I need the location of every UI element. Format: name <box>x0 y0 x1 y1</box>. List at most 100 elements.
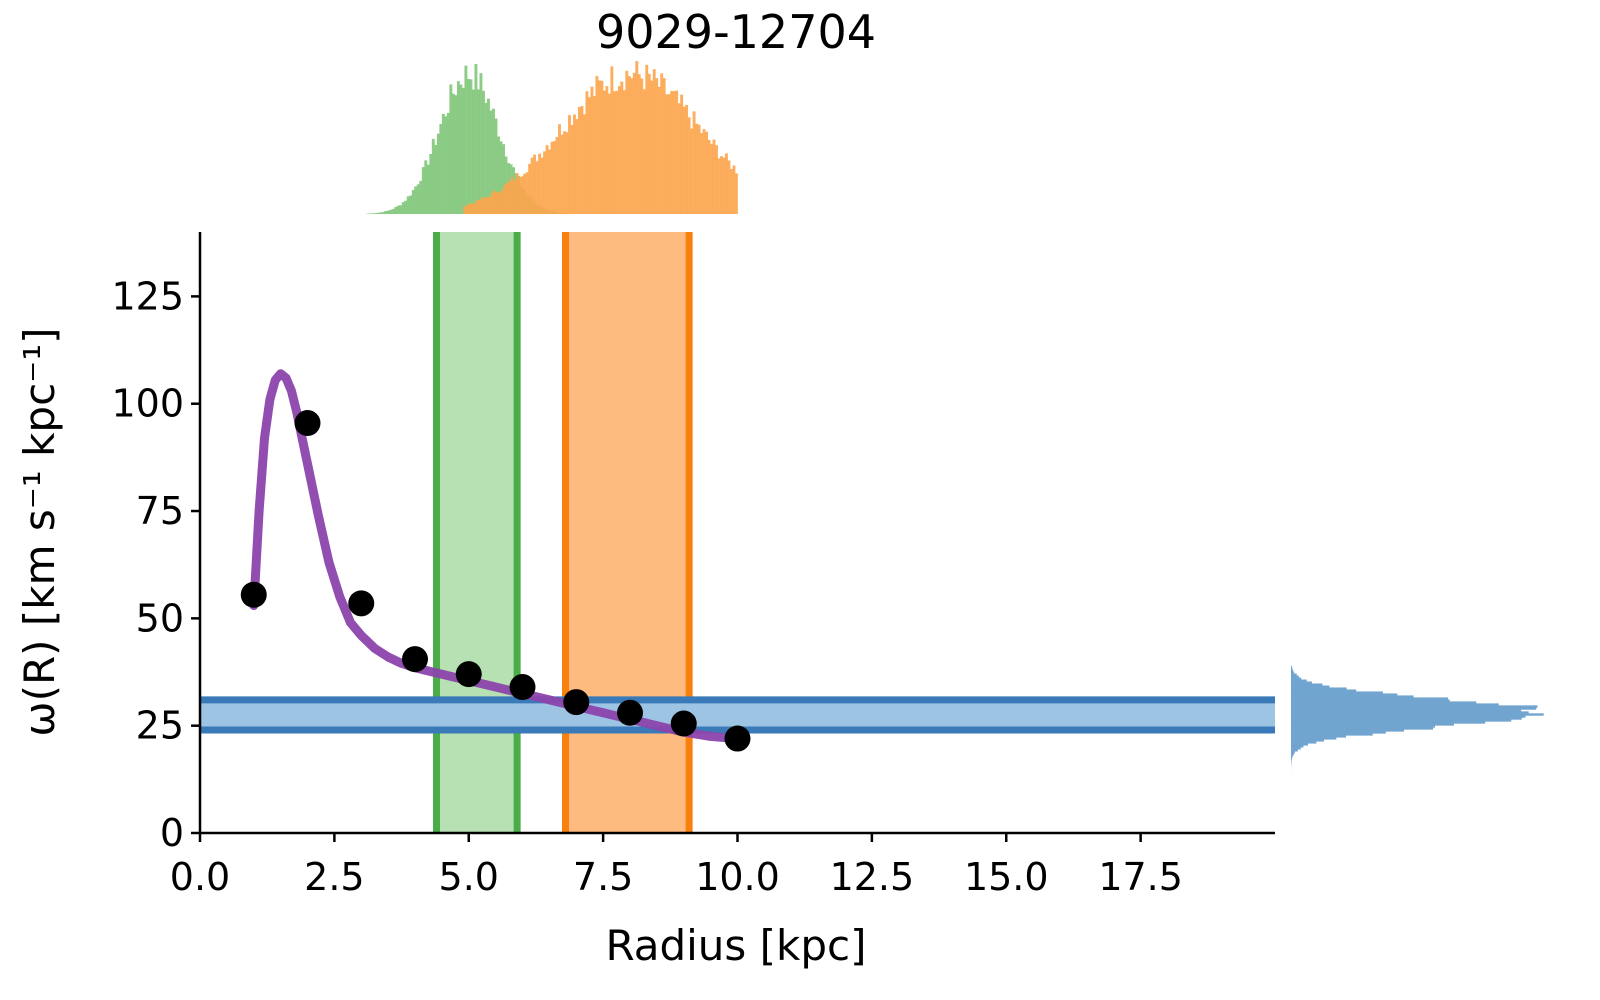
top-histogram-0-bar <box>466 79 470 214</box>
top-histogram-1-bar <box>530 157 534 214</box>
right-histogram-bar <box>1291 705 1538 708</box>
top-histogram-1-bar <box>637 74 641 214</box>
right-histogram-bar <box>1291 687 1347 690</box>
top-histogram-0-bar <box>379 212 383 214</box>
top-histogram-1-bar <box>672 91 676 214</box>
top-histogram-1-bar <box>523 173 527 214</box>
data-point <box>617 699 643 726</box>
top-histogram-0-bar <box>476 89 480 214</box>
top-histogram-1-bar <box>563 131 566 214</box>
right-histogram-bar <box>1291 711 1529 714</box>
top-histogram-0-bar <box>394 207 398 214</box>
top-histogram-0-bar <box>459 84 463 214</box>
top-histogram-1-bar <box>682 106 686 214</box>
top-histogram-1-bar <box>627 76 631 214</box>
right-histogram-bar <box>1291 755 1293 758</box>
y-tick-label: 0 <box>160 811 184 855</box>
x-tick-label: 17.5 <box>1098 855 1183 899</box>
right-histogram-bar <box>1291 759 1292 762</box>
top-histogram-1-bar <box>602 90 606 214</box>
top-histogram-1-bar <box>720 156 723 214</box>
top-histogram-0-bar <box>371 213 375 214</box>
top-histogram-1-bar <box>632 72 636 214</box>
top-histogram-1-bar <box>500 190 504 214</box>
right-histogram-bar <box>1291 737 1337 740</box>
top-histogram-1-bar <box>630 78 634 215</box>
x-tick-label: 7.5 <box>573 855 633 899</box>
x-tick-label: 15.0 <box>964 855 1049 899</box>
top-histogram-0-bar <box>482 90 485 214</box>
right-histogram-bar <box>1291 701 1477 704</box>
top-histogram-0-bar <box>396 205 400 214</box>
top-histogram-1-bar <box>568 115 571 214</box>
top-histogram-1-bar <box>525 172 529 214</box>
top-histogram-1-bar <box>727 160 731 214</box>
top-histogram-1-bar <box>582 114 586 214</box>
top-histogram-1-bar <box>587 97 591 214</box>
right-histogram-bar <box>1291 667 1293 670</box>
data-point <box>240 581 267 608</box>
top-histogram-1-bar <box>508 181 512 214</box>
top-histogram-1-bar <box>680 94 684 214</box>
top-histogram-1-bar <box>700 133 704 214</box>
top-histogram-1-bar <box>503 184 507 214</box>
band-2-fill <box>200 699 1275 730</box>
top-histogram-0-bar <box>384 211 388 214</box>
top-histogram-1-bar <box>652 69 656 214</box>
top-histogram-0-bar <box>492 108 495 214</box>
top-histogram-0-bar <box>451 93 455 214</box>
top-histogram-1-bar <box>560 134 564 214</box>
right-histogram-bar <box>1291 735 1347 738</box>
top-histogram-1-bar <box>463 206 467 214</box>
top-histogram-1-bar <box>510 177 514 214</box>
x-tick-label: 0.0 <box>170 855 230 899</box>
top-histogram-0-bar <box>386 210 390 214</box>
top-histogram-1-bar <box>622 90 626 214</box>
top-histogram-0-bar <box>469 79 473 214</box>
top-histogram-1-bar <box>485 196 489 214</box>
top-histogram-1-bar <box>483 197 487 214</box>
top-histogram-1-bar <box>725 153 728 214</box>
top-histogram-1-bar <box>573 114 576 214</box>
top-histogram-1-bar <box>662 78 666 214</box>
right-histogram-bar <box>1291 685 1330 688</box>
y-axis-label: ω(R) [km s⁻¹ kpc⁻¹] <box>15 327 64 736</box>
top-histogram-1-bar <box>488 197 492 214</box>
right-histogram-bar <box>1291 677 1302 680</box>
top-histogram-0-bar <box>389 209 393 214</box>
right-histogram-bar <box>1291 725 1435 728</box>
band-1-fill <box>565 232 690 833</box>
top-histogram-1-bar <box>533 154 537 214</box>
band-0-fill <box>436 232 518 833</box>
y-tick-label: 125 <box>111 274 184 318</box>
right-histogram-bar <box>1291 741 1317 744</box>
right-histogram-bar <box>1291 727 1434 730</box>
top-histogram-0-bar <box>426 164 430 214</box>
top-histogram-1-bar <box>685 104 689 214</box>
right-histogram-bar <box>1291 673 1297 676</box>
right-histogram-bar <box>1291 669 1294 672</box>
top-histogram-0-bar <box>441 113 445 214</box>
x-tick-label: 12.5 <box>830 855 915 899</box>
top-histogram-1-bar <box>540 157 544 214</box>
top-histogram-1-bar <box>675 90 679 214</box>
top-histogram-0-bar <box>381 212 385 214</box>
top-histogram-0-bar <box>411 189 415 214</box>
top-histogram-1-bar <box>600 80 604 214</box>
top-histogram-1-bar <box>722 157 726 214</box>
top-histogram-1-bar <box>480 197 484 214</box>
data-point <box>294 410 321 437</box>
right-histogram-bar <box>1291 683 1323 686</box>
top-histogram-0-bar <box>436 133 440 214</box>
y-tick-label: 50 <box>136 596 184 640</box>
right-histogram-bar <box>1291 751 1295 754</box>
right-histogram-bar <box>1291 713 1544 716</box>
top-histogram-0-bar <box>454 95 458 214</box>
top-histogram-0-bar <box>406 196 410 214</box>
right-histogram-bar <box>1291 731 1386 734</box>
top-histogram-1-bar <box>490 192 494 214</box>
model-curve-line <box>249 369 742 744</box>
right-marginal-histogram <box>1291 665 1544 790</box>
top-histogram-0-bar <box>489 110 493 214</box>
